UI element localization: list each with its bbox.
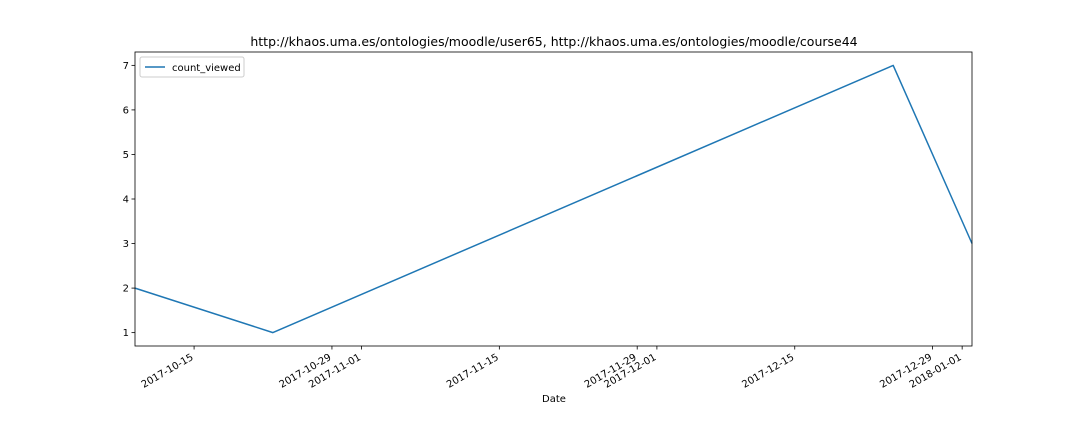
y-tick-label: 6 bbox=[123, 106, 129, 117]
series-line-count-viewed bbox=[134, 64, 973, 334]
legend: count_viewed bbox=[139, 56, 245, 78]
x-tick-label: 2017-12-15 bbox=[740, 352, 796, 391]
y-tick-label: 4 bbox=[123, 195, 129, 206]
x-axis-label: Date bbox=[542, 394, 566, 405]
y-tick-label: 3 bbox=[123, 239, 129, 250]
y-tick-label: 5 bbox=[123, 150, 129, 161]
y-tick-label: 2 bbox=[123, 284, 129, 295]
x-tick-label: 2017-10-15 bbox=[140, 352, 196, 391]
x-tick-label: 2017-11-15 bbox=[445, 352, 501, 391]
plot-area bbox=[135, 52, 972, 346]
y-tick-label: 1 bbox=[123, 328, 129, 339]
legend-box bbox=[139, 56, 245, 78]
chart-title: http://khaos.uma.es/ontologies/moodle/us… bbox=[250, 34, 857, 49]
legend-label-count-viewed: count_viewed bbox=[172, 63, 241, 74]
y-tick-label: 7 bbox=[123, 61, 129, 72]
y-axis: 1 2 3 4 5 6 7 bbox=[123, 61, 135, 339]
